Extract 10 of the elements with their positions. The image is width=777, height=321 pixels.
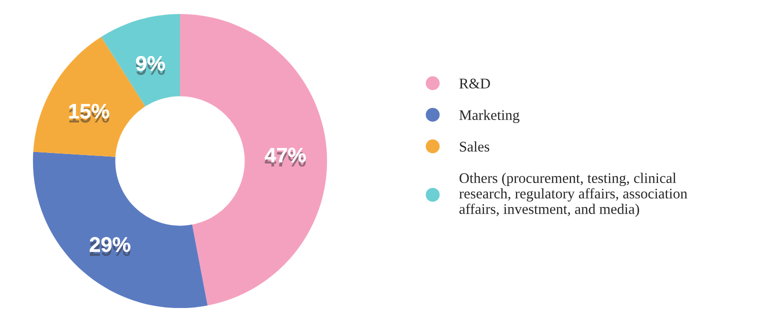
legend-label: Others (procurement, testing, clinical research, regulatory affairs, association affairs, investment, and media) [459, 172, 688, 217]
data-label: 47% [264, 148, 306, 167]
data-label: 29% [90, 237, 130, 256]
legend-label: Marketing [459, 110, 520, 124]
donut-slice [180, 14, 327, 306]
data-label: 9% [136, 56, 165, 75]
donut-slice [32, 152, 208, 308]
legend-label: R&D [459, 78, 490, 88]
legend-label: Sales [460, 141, 490, 152]
data-label: 15% [69, 104, 110, 123]
